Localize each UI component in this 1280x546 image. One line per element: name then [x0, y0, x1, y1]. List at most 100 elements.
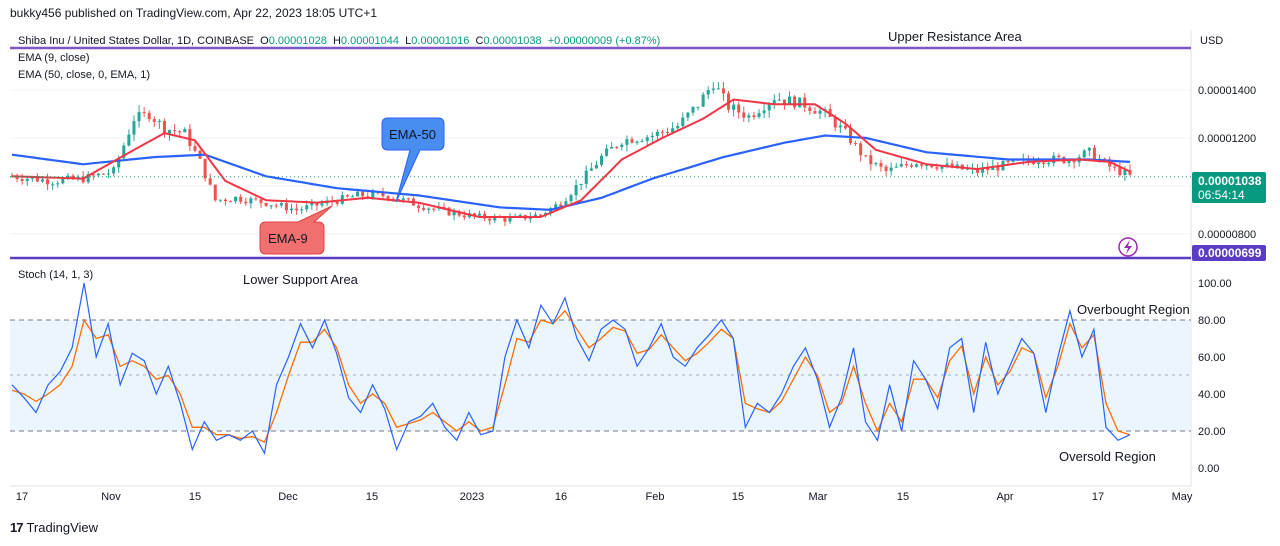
- candle: [157, 119, 161, 129]
- time-tick-label: Feb: [646, 491, 665, 503]
- price-tick-label: 0.00000800: [1198, 229, 1256, 241]
- ohlc-low: L0.00001016: [405, 35, 470, 47]
- candle: [879, 159, 883, 172]
- candle: [640, 138, 644, 143]
- tradingview-brand: 17 TradingView: [10, 520, 98, 535]
- candle: [1128, 164, 1132, 176]
- candle: [976, 163, 980, 177]
- time-tick-label: Nov: [101, 491, 121, 503]
- candle: [788, 91, 792, 104]
- candle: [854, 140, 858, 147]
- ohlc-high: H0.00001044: [332, 35, 400, 47]
- candle: [20, 173, 24, 185]
- lower-support-label: Lower Support Area: [243, 272, 359, 287]
- price-tick-label: 0.00001200: [1198, 133, 1256, 145]
- candle: [686, 111, 690, 121]
- candle: [732, 99, 736, 117]
- time-tick-label: Mar: [809, 491, 828, 503]
- candle: [193, 140, 197, 153]
- candle: [269, 205, 273, 210]
- support-price-badge: [1192, 245, 1266, 261]
- candle: [289, 203, 294, 214]
- chart-grid: [10, 89, 1191, 235]
- candle: [594, 160, 598, 169]
- candle: [264, 202, 268, 207]
- candle: [239, 194, 243, 205]
- candle: [762, 102, 766, 119]
- candle: [406, 197, 410, 201]
- candle: [681, 112, 685, 128]
- candle: [381, 187, 385, 200]
- candle: [203, 158, 207, 182]
- candle: [15, 173, 19, 183]
- candle: [737, 101, 741, 119]
- candle: [569, 193, 573, 204]
- candle: [772, 94, 776, 109]
- candle: [86, 171, 90, 184]
- candle: [645, 134, 649, 147]
- symbol-legend: Shiba Inu / United States Dollar, 1D, CO…: [18, 35, 660, 47]
- ema9-legend[interactable]: EMA (9, close): [18, 52, 90, 64]
- candle: [1057, 153, 1061, 159]
- candle: [1082, 149, 1086, 159]
- time-tick-label: 2023: [460, 491, 484, 503]
- candle: [666, 127, 670, 136]
- candle: [899, 157, 903, 168]
- candle: [229, 200, 233, 203]
- candle: [345, 194, 349, 198]
- candle: [864, 155, 868, 158]
- candle: [981, 162, 985, 178]
- stoch-axis-ticks: 100.00 80.00 60.00 40.00 20.00 0.00: [1198, 278, 1232, 475]
- candle: [747, 112, 751, 123]
- candle: [223, 198, 227, 206]
- candle: [147, 110, 151, 122]
- candle: [655, 129, 659, 142]
- stoch-tick-label: 0.00: [1198, 463, 1219, 475]
- time-tick-label: Apr: [996, 491, 1013, 503]
- stoch-tick-label: 40.00: [1198, 389, 1226, 401]
- candle: [107, 169, 111, 179]
- stoch-tick-label: 100.00: [1198, 278, 1232, 290]
- candle: [599, 153, 604, 167]
- lightning-icon[interactable]: [1118, 237, 1138, 257]
- candle: [188, 124, 192, 151]
- candle: [132, 115, 136, 142]
- candle: [813, 107, 817, 114]
- time-axis-ticks: 17 Nov 15 Dec 15 2023 16 Feb 15 Mar 15 Apr 17 May: [16, 491, 1193, 503]
- countdown-label: 06:54:14: [1198, 188, 1245, 202]
- candle: [650, 132, 654, 144]
- candle: [660, 130, 664, 138]
- candle: [701, 91, 705, 107]
- candle: [234, 196, 238, 204]
- candle: [142, 107, 146, 118]
- candle: [127, 129, 131, 147]
- ema50-callout: EMA-50: [381, 117, 445, 203]
- candle: [894, 162, 898, 168]
- stoch-tick-label: 80.00: [1198, 315, 1226, 327]
- ema50-legend[interactable]: EMA (50, close, 0, EMA, 1): [18, 69, 151, 81]
- upper-resistance-label: Upper Resistance Area: [888, 29, 1022, 44]
- candle: [1108, 156, 1112, 172]
- candle: [462, 210, 466, 221]
- ohlc-open: O0.00001028: [260, 35, 327, 47]
- candle: [101, 173, 105, 175]
- candle: [274, 203, 278, 209]
- candle: [610, 142, 614, 149]
- price-axis-currency: USD: [1200, 35, 1223, 47]
- candle: [218, 199, 222, 203]
- time-tick-label: 15: [732, 491, 744, 503]
- candle: [51, 181, 55, 191]
- candle: [625, 135, 629, 152]
- candle: [1077, 154, 1081, 167]
- candle: [996, 161, 1000, 177]
- ohlc-close: C0.00001038: [475, 35, 542, 47]
- stoch-k-line: [11, 282, 1131, 455]
- candle: [716, 82, 720, 90]
- tradingview-brand-text: TradingView: [26, 520, 99, 535]
- candle: [909, 163, 913, 169]
- candle: [249, 196, 253, 209]
- candle: [793, 95, 797, 110]
- stoch-legend[interactable]: Stoch (14, 1, 3): [18, 269, 94, 281]
